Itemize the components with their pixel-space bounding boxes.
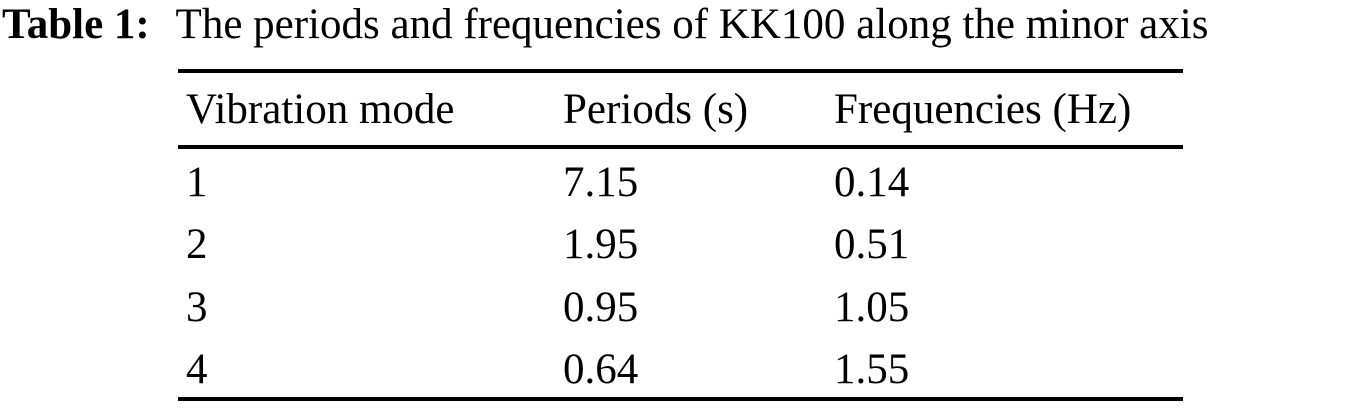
cell-vibration-mode: 4 bbox=[186, 346, 208, 393]
cell-period: 7.15 bbox=[563, 159, 639, 206]
cell-period: 0.64 bbox=[563, 346, 639, 393]
column-header-periods: Periods (s) bbox=[555, 71, 826, 149]
cell-frequency: 1.05 bbox=[834, 284, 910, 331]
cell-period: 1.95 bbox=[563, 221, 639, 268]
table-row: 1 7.15 0.14 bbox=[178, 147, 1183, 210]
periods-frequencies-table: Vibration mode Periods (s) Frequencies (… bbox=[178, 69, 1183, 401]
table-caption-text: The periods and frequencies of KK100 alo… bbox=[175, 1, 1209, 48]
cell-frequency: 0.51 bbox=[834, 221, 910, 268]
column-header-frequencies: Frequencies (Hz) bbox=[826, 71, 1183, 149]
table-row: 2 1.95 0.51 bbox=[178, 210, 1183, 273]
table-row: 3 0.95 1.05 bbox=[178, 273, 1183, 336]
cell-frequency: 1.55 bbox=[834, 346, 910, 393]
cell-period: 0.95 bbox=[563, 284, 639, 331]
cell-vibration-mode: 1 bbox=[186, 159, 208, 206]
cell-vibration-mode: 3 bbox=[186, 284, 208, 331]
cell-vibration-mode: 2 bbox=[186, 221, 208, 268]
column-header-vibration-mode: Vibration mode bbox=[178, 71, 555, 149]
table-row: 4 0.64 1.55 bbox=[178, 336, 1183, 399]
table-caption-label: Table 1: bbox=[2, 1, 150, 48]
table-caption: Table 1: The periods and frequencies of K… bbox=[2, 0, 1350, 50]
cell-frequency: 0.14 bbox=[834, 159, 910, 206]
table-header-row: Vibration mode Periods (s) Frequencies (… bbox=[178, 71, 1183, 149]
